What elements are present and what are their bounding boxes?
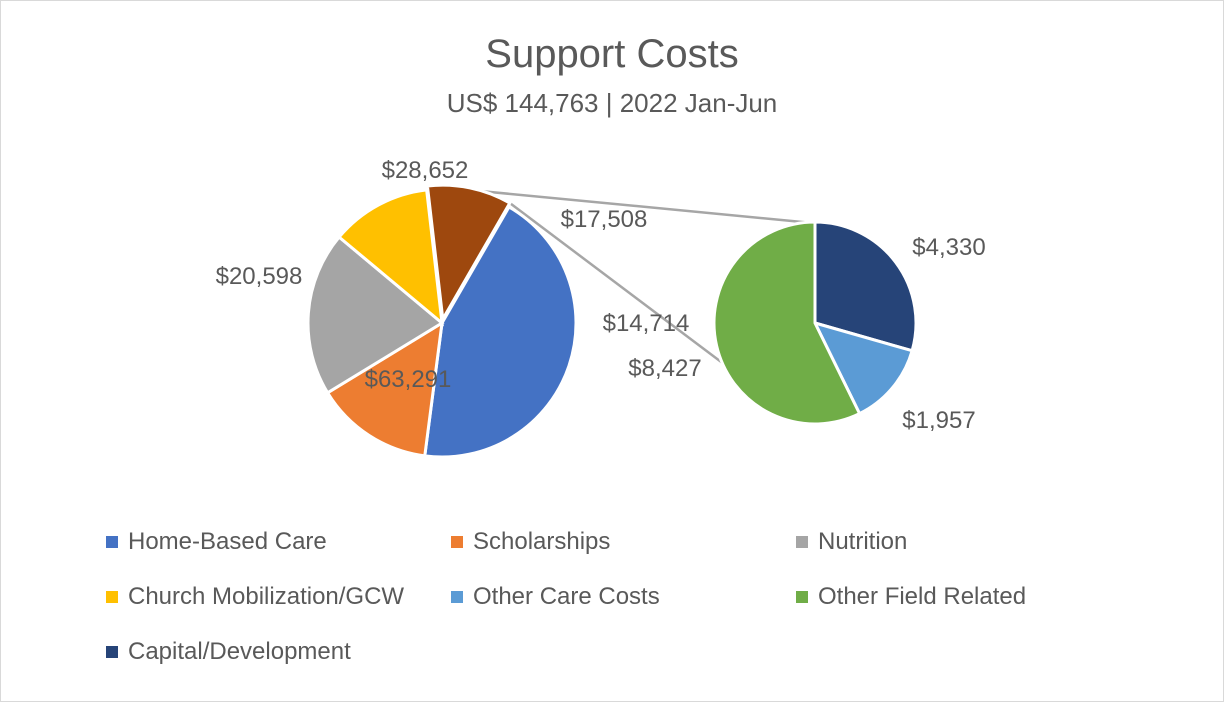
main-pie [306, 183, 578, 459]
pie-slice-other-care-costs [812, 320, 914, 416]
legend-item: Capital/Development [106, 638, 351, 666]
legend-swatch [106, 646, 118, 658]
legend-item: Home-Based Care [106, 528, 327, 556]
pie-slice-other-field-related [712, 220, 862, 426]
legend-label: Other Care Costs [473, 583, 660, 610]
data-label-main-2: $28,652 [382, 157, 469, 184]
pie-slice-home-based-care [423, 204, 578, 459]
data-label-main-4: $14,714 [603, 310, 690, 337]
data-labels: $63,291 $20,598 $28,652 $17,508 $14,714 $4,33… [216, 157, 986, 434]
pie-slice-other [425, 183, 512, 324]
pie-slice-capital-development [813, 220, 918, 353]
data-label-secondary-0: $4,330 [912, 234, 985, 261]
legend-item: Other Care Costs [451, 583, 660, 611]
legend-item: Church Mobilization/GCW [106, 583, 404, 611]
data-label-secondary-1: $1,957 [902, 407, 975, 434]
connector-line-top [427, 184, 807, 224]
legend-swatch [796, 591, 808, 603]
legend-item: Nutrition [796, 528, 907, 556]
legend-item: Scholarships [451, 528, 610, 556]
chart-subtitle: US$ 144,763 | 2022 Jan-Jun [446, 88, 778, 118]
legend-label: Church Mobilization/GCW [128, 583, 405, 610]
data-label-main-0: $63,291 [365, 366, 452, 393]
pie-slice-church-mobilization-gcw [337, 188, 444, 327]
legend-swatch [106, 536, 118, 548]
legend-label: Other Field Related [818, 583, 1027, 610]
legend-swatch [106, 591, 118, 603]
legend-item: Other Field Related [796, 583, 1026, 611]
secondary-pie [712, 220, 918, 426]
chart-title: Support Costs [485, 32, 739, 76]
pie-slice-nutrition [306, 234, 445, 395]
legend-swatch [451, 536, 463, 548]
legend-label: Nutrition [818, 528, 908, 555]
legend-swatch [796, 536, 808, 548]
legend-label: Home-Based Care [128, 528, 327, 555]
pie-slice-scholarships [325, 320, 444, 458]
legend-swatch [451, 591, 463, 603]
legend-label: Scholarships [473, 528, 611, 555]
data-label-main-3: $17,508 [561, 206, 648, 233]
legend-label: Capital/Development [128, 638, 351, 665]
data-label-main-1: $20,598 [216, 263, 303, 290]
data-label-secondary-2: $8,427 [628, 355, 701, 382]
